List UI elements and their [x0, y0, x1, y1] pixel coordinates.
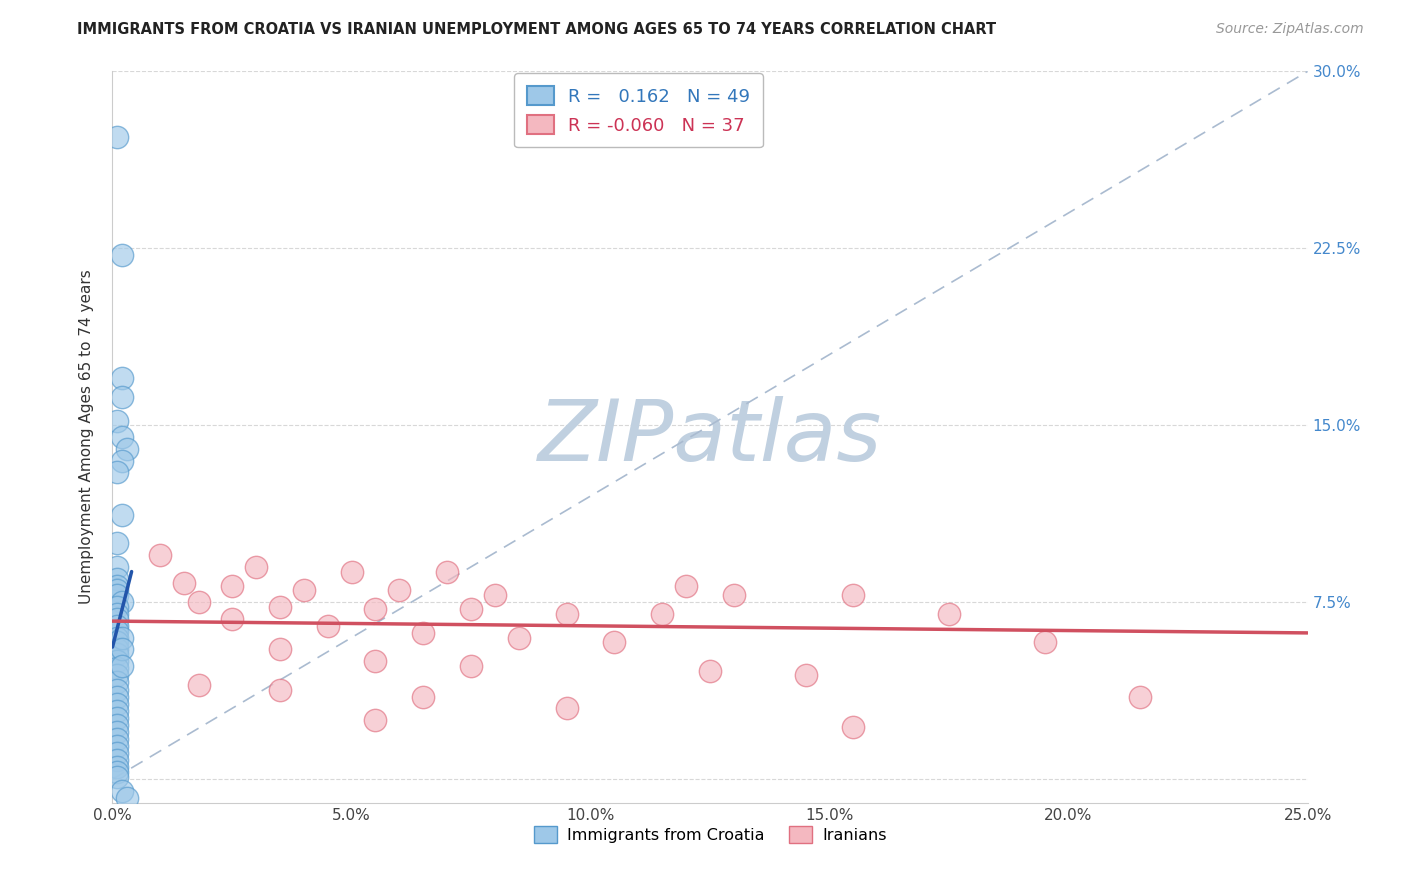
Point	[105, 466, 128, 480]
Point	[364, 654, 387, 668]
Point	[105, 130, 128, 145]
Point	[436, 565, 458, 579]
Point	[105, 642, 128, 657]
Point	[316, 619, 339, 633]
Point	[115, 791, 138, 805]
Point	[269, 599, 291, 614]
Point	[105, 413, 128, 427]
Point	[187, 678, 209, 692]
Legend: Immigrants from Croatia, Iranians: Immigrants from Croatia, Iranians	[527, 820, 893, 850]
Point	[508, 631, 530, 645]
Point	[460, 602, 482, 616]
Point	[105, 753, 128, 767]
Point	[364, 602, 387, 616]
Point	[105, 760, 128, 774]
Point	[105, 739, 128, 754]
Point	[105, 697, 128, 711]
Point	[105, 725, 128, 739]
Point	[105, 588, 128, 602]
Point	[105, 668, 128, 682]
Point	[723, 588, 745, 602]
Point	[105, 682, 128, 697]
Point	[1129, 690, 1152, 704]
Point	[842, 588, 865, 602]
Point	[388, 583, 411, 598]
Point	[111, 453, 134, 467]
Point	[699, 664, 721, 678]
Point	[105, 536, 128, 550]
Point	[105, 607, 128, 621]
Point	[105, 704, 128, 718]
Point	[111, 784, 134, 798]
Point	[115, 442, 138, 456]
Point	[460, 659, 482, 673]
Point	[111, 430, 134, 444]
Point	[105, 619, 128, 633]
Point	[105, 583, 128, 598]
Point	[105, 572, 128, 586]
Point	[111, 390, 134, 404]
Point	[187, 595, 209, 609]
Point	[484, 588, 506, 602]
Point	[173, 576, 195, 591]
Point	[111, 595, 134, 609]
Point	[105, 732, 128, 747]
Point	[105, 661, 128, 675]
Point	[105, 765, 128, 780]
Point	[111, 659, 134, 673]
Point	[105, 690, 128, 704]
Point	[105, 559, 128, 574]
Point	[111, 371, 134, 385]
Point	[105, 675, 128, 690]
Point	[364, 713, 387, 727]
Point	[105, 770, 128, 784]
Point	[245, 559, 267, 574]
Point	[111, 508, 134, 522]
Point	[111, 248, 134, 262]
Point	[842, 720, 865, 734]
Point	[221, 612, 243, 626]
Point	[105, 631, 128, 645]
Point	[105, 612, 128, 626]
Text: IMMIGRANTS FROM CROATIA VS IRANIAN UNEMPLOYMENT AMONG AGES 65 TO 74 YEARS CORREL: IMMIGRANTS FROM CROATIA VS IRANIAN UNEMP…	[77, 22, 997, 37]
Point	[105, 599, 128, 614]
Point	[111, 631, 134, 645]
Point	[221, 579, 243, 593]
Y-axis label: Unemployment Among Ages 65 to 74 years: Unemployment Among Ages 65 to 74 years	[79, 269, 94, 605]
Point	[292, 583, 315, 598]
Point	[111, 642, 134, 657]
Point	[675, 579, 697, 593]
Point	[105, 635, 128, 649]
Point	[269, 642, 291, 657]
Point	[555, 701, 578, 715]
Point	[412, 626, 434, 640]
Point	[412, 690, 434, 704]
Point	[651, 607, 673, 621]
Point	[938, 607, 960, 621]
Point	[105, 654, 128, 668]
Point	[603, 635, 626, 649]
Text: ZIPatlas: ZIPatlas	[538, 395, 882, 479]
Point	[105, 579, 128, 593]
Point	[105, 624, 128, 638]
Point	[794, 668, 817, 682]
Text: Source: ZipAtlas.com: Source: ZipAtlas.com	[1216, 22, 1364, 37]
Point	[149, 548, 172, 562]
Point	[105, 746, 128, 760]
Point	[105, 711, 128, 725]
Point	[555, 607, 578, 621]
Point	[269, 682, 291, 697]
Point	[105, 647, 128, 661]
Point	[105, 718, 128, 732]
Point	[1033, 635, 1056, 649]
Point	[340, 565, 363, 579]
